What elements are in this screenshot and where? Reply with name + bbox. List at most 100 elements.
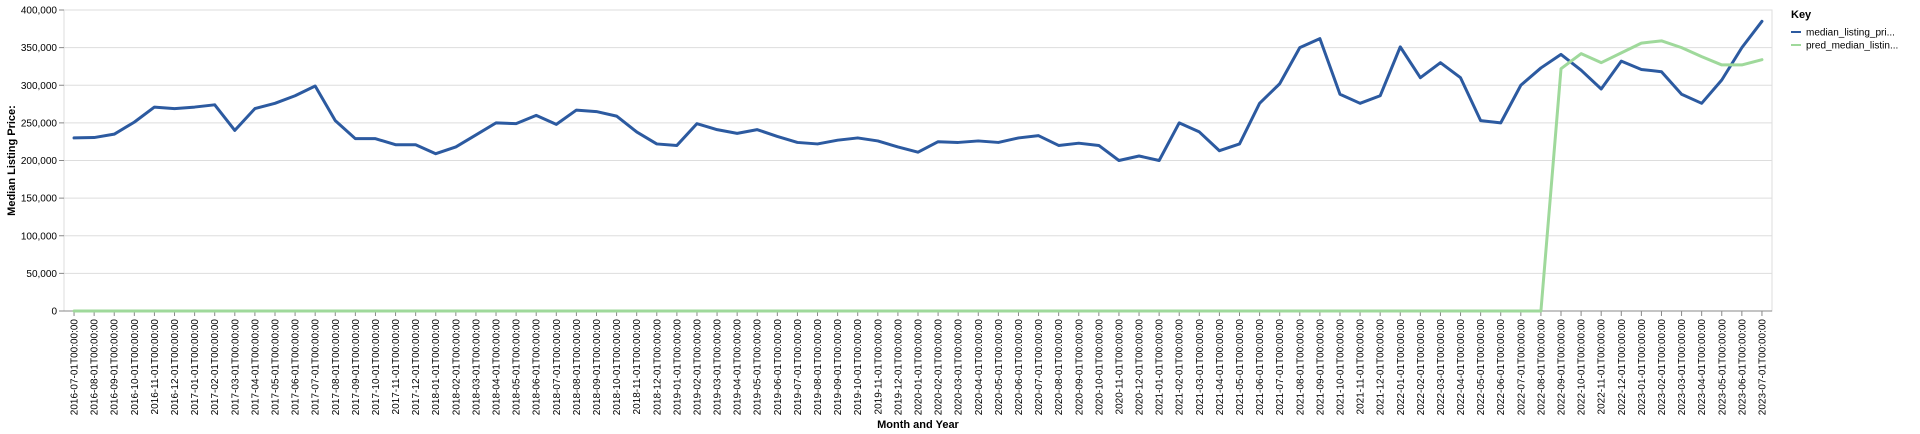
y-tick-label: 0 — [51, 307, 57, 318]
x-tick-label: 2019-11-01T00:00:00 — [873, 319, 884, 415]
x-tick-label: 2019-05-01T00:00:00 — [753, 319, 764, 416]
x-tick-label: 2017-07-01T00:00:00 — [311, 319, 322, 416]
x-tick-label: 2022-01-01T00:00:00 — [1396, 319, 1407, 416]
x-tick-label: 2017-10-01T00:00:00 — [371, 319, 382, 416]
series-line-1 — [72, 19, 1764, 162]
y-tick-label: 400,000 — [21, 6, 58, 17]
x-tick-label: 2022-03-01T00:00:00 — [1436, 319, 1447, 416]
x-tick-label: 2021-01-01T00:00:00 — [1155, 319, 1166, 416]
legend-label: pred_median_listin... — [1806, 41, 1898, 52]
x-tick-label: 2019-02-01T00:00:00 — [692, 319, 703, 416]
y-tick-label: 300,000 — [21, 81, 58, 92]
x-tick-label: 2018-08-01T00:00:00 — [572, 319, 583, 416]
x-tick-label: 2021-06-01T00:00:00 — [1255, 319, 1266, 416]
x-tick-label: 2021-02-01T00:00:00 — [1175, 319, 1186, 416]
x-tick-label: 2018-09-01T00:00:00 — [592, 319, 603, 416]
x-tick-label: 2023-04-01T00:00:00 — [1697, 319, 1708, 416]
y-tick-label: 200,000 — [21, 156, 58, 167]
y-tick-label: 350,000 — [21, 43, 58, 54]
x-tick-label: 2019-03-01T00:00:00 — [713, 319, 724, 416]
x-tick-label: 2022-11-01T00:00:00 — [1597, 319, 1608, 415]
x-tick-label: 2023-01-01T00:00:00 — [1637, 319, 1648, 416]
gridlines — [63, 9, 1773, 312]
x-tick-label: 2022-09-01T00:00:00 — [1557, 319, 1568, 416]
x-tick-label: 2022-08-01T00:00:00 — [1536, 319, 1547, 416]
x-tick-label: 2018-12-01T00:00:00 — [652, 319, 663, 416]
x-tick-label: 2023-07-01T00:00:00 — [1757, 319, 1768, 416]
y-tick-label: 150,000 — [21, 194, 58, 205]
x-tick-label: 2016-12-01T00:00:00 — [170, 319, 181, 416]
x-tick-label: 2021-05-01T00:00:00 — [1235, 319, 1246, 416]
x-tick-label: 2020-02-01T00:00:00 — [934, 319, 945, 416]
series-line-2 — [72, 39, 1764, 313]
x-tick-label: 2020-11-01T00:00:00 — [1114, 319, 1125, 415]
x-tick-label: 2016-09-01T00:00:00 — [110, 319, 121, 416]
x-tick-label: 2016-08-01T00:00:00 — [90, 319, 101, 416]
x-tick-label: 2019-10-01T00:00:00 — [853, 319, 864, 416]
x-tick-label: 2017-09-01T00:00:00 — [351, 319, 362, 416]
x-tick-label: 2022-02-01T00:00:00 — [1416, 319, 1427, 416]
x-tick-label: 2019-12-01T00:00:00 — [893, 319, 904, 416]
x-tick-label: 2020-06-01T00:00:00 — [1014, 319, 1025, 416]
x-tick-label: 2023-05-01T00:00:00 — [1717, 319, 1728, 416]
x-tick-label: 2019-06-01T00:00:00 — [773, 319, 784, 416]
x-tick-label: 2022-05-01T00:00:00 — [1476, 319, 1487, 416]
x-tick-label: 2021-03-01T00:00:00 — [1195, 319, 1206, 416]
x-axis-title: Month and Year — [877, 419, 959, 431]
x-tick-label: 2021-12-01T00:00:00 — [1376, 319, 1387, 416]
y-tick-label: 50,000 — [26, 269, 57, 280]
y-tick-label: 250,000 — [21, 118, 58, 129]
x-tick-label: 2021-10-01T00:00:00 — [1335, 319, 1346, 416]
x-tick-label: 2018-02-01T00:00:00 — [451, 319, 462, 416]
x-tick-label: 2020-01-01T00:00:00 — [914, 319, 925, 416]
x-tick-label: 2018-04-01T00:00:00 — [492, 319, 503, 416]
x-tick-label: 2020-07-01T00:00:00 — [1034, 319, 1045, 416]
x-tick-label: 2022-12-01T00:00:00 — [1617, 319, 1628, 416]
x-tick-label: 2020-08-01T00:00:00 — [1054, 319, 1065, 416]
x-tick-label: 2023-06-01T00:00:00 — [1737, 319, 1748, 416]
x-tick-label: 2020-09-01T00:00:00 — [1074, 319, 1085, 416]
x-tick-label: 2016-10-01T00:00:00 — [130, 319, 141, 416]
legend: Key median_listing_pri... pred_median_lis… — [1791, 9, 1898, 52]
x-tick-label: 2018-06-01T00:00:00 — [532, 319, 543, 416]
x-tick-label: 2019-07-01T00:00:00 — [793, 319, 804, 416]
x-tick-label: 2017-12-01T00:00:00 — [411, 319, 422, 416]
y-axis: 0 50,000 100,000 150,000 200,000 250,000 300,0… — [21, 6, 64, 318]
x-tick-label: 2017-11-01T00:00:00 — [391, 319, 402, 415]
y-tick-label: 100,000 — [21, 231, 58, 242]
x-tick-label: 2017-06-01T00:00:00 — [291, 319, 302, 416]
x-tick-label: 2017-01-01T00:00:00 — [190, 319, 201, 416]
x-tick-label: 2018-03-01T00:00:00 — [471, 319, 482, 416]
x-tick-label: 2022-06-01T00:00:00 — [1496, 319, 1507, 416]
x-tick-label: 2016-07-01T00:00:00 — [70, 319, 81, 416]
x-tick-label: 2019-08-01T00:00:00 — [813, 319, 824, 416]
x-tick-label: 2020-05-01T00:00:00 — [994, 319, 1005, 416]
x-tick-label: 2018-01-01T00:00:00 — [431, 319, 442, 416]
x-tick-label: 2020-03-01T00:00:00 — [954, 319, 965, 416]
y-axis-title: Median Listing Price: — [6, 105, 18, 216]
x-tick-label: 2017-02-01T00:00:00 — [210, 319, 221, 416]
x-tick-label: 2016-11-01T00:00:00 — [150, 319, 161, 415]
x-tick-label: 2021-09-01T00:00:00 — [1315, 319, 1326, 416]
x-tick-label: 2017-03-01T00:00:00 — [230, 319, 241, 416]
x-tick-label: 2022-10-01T00:00:00 — [1577, 319, 1588, 416]
legend-title: Key — [1791, 9, 1812, 21]
legend-label: median_listing_pri... — [1806, 28, 1895, 39]
x-tick-label: 2020-04-01T00:00:00 — [974, 319, 985, 416]
x-tick-label: 2021-07-01T00:00:00 — [1275, 319, 1286, 416]
x-tick-label: 2023-03-01T00:00:00 — [1677, 319, 1688, 416]
x-tick-label: 2020-12-01T00:00:00 — [1135, 319, 1146, 416]
x-tick-label: 2017-05-01T00:00:00 — [270, 319, 281, 416]
x-tick-label: 2018-07-01T00:00:00 — [552, 319, 563, 416]
x-tick-label: 2017-04-01T00:00:00 — [250, 319, 261, 416]
x-tick-label: 2017-08-01T00:00:00 — [331, 319, 342, 416]
x-tick-label: 2018-10-01T00:00:00 — [612, 319, 623, 416]
x-tick-label: 2020-10-01T00:00:00 — [1094, 319, 1105, 416]
x-tick-label: 2018-11-01T00:00:00 — [632, 319, 643, 415]
x-tick-label: 2022-04-01T00:00:00 — [1456, 319, 1467, 416]
x-tick-label: 2022-07-01T00:00:00 — [1516, 319, 1527, 416]
x-tick-label: 2019-04-01T00:00:00 — [733, 319, 744, 416]
x-tick-label: 2021-11-01T00:00:00 — [1356, 319, 1367, 415]
x-tick-label: 2019-09-01T00:00:00 — [833, 319, 844, 416]
